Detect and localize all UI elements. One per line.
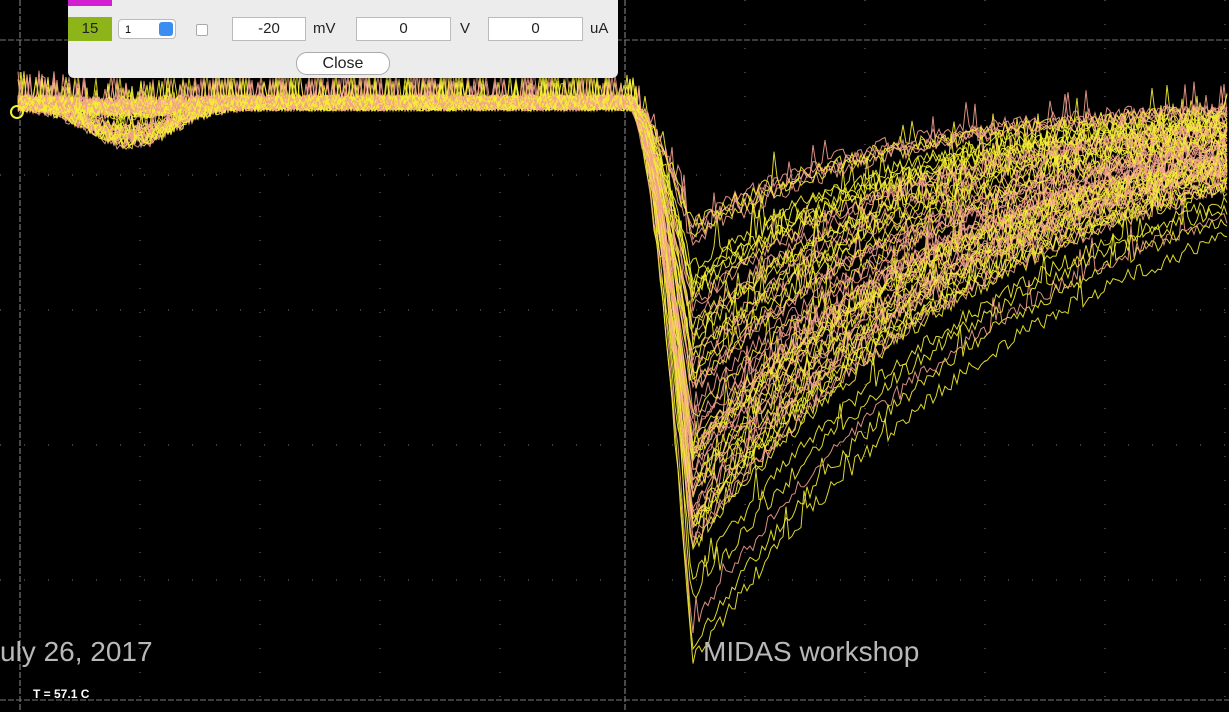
waveform-trace bbox=[18, 74, 1227, 599]
channel-number: 15 bbox=[68, 17, 112, 41]
waveform-trace bbox=[18, 76, 1227, 434]
temperature: T = 57.1 C bbox=[33, 687, 89, 701]
value-input[interactable]: 0 bbox=[488, 17, 583, 41]
unit-label: mV bbox=[313, 20, 336, 37]
waveform-trace bbox=[18, 71, 1227, 494]
footer-event: MIDAS workshop bbox=[703, 636, 919, 668]
footer-date: uly 26, 2017 bbox=[0, 636, 153, 668]
value-input[interactable]: 0 bbox=[356, 17, 451, 41]
unit-label: uA bbox=[590, 20, 608, 37]
page: 15 1 -20 mV 0 V 0 uA Close uly 26, 2017 … bbox=[0, 0, 1229, 712]
waveform-trace bbox=[18, 77, 1227, 453]
waveform-trace bbox=[18, 72, 1227, 481]
waveform-trace bbox=[18, 71, 1227, 451]
channel-color-cell bbox=[68, 0, 112, 6]
waveform-trace bbox=[18, 75, 1227, 436]
close-button[interactable]: Close bbox=[296, 52, 390, 75]
scope-display bbox=[0, 0, 1229, 712]
value-input[interactable]: -20 bbox=[232, 17, 306, 41]
waveform-trace bbox=[18, 71, 1227, 496]
unit-label: V bbox=[460, 20, 470, 37]
channel-select[interactable]: 1 bbox=[118, 19, 176, 39]
channel-dialog: 15 1 -20 mV 0 V 0 uA Close bbox=[68, 0, 618, 78]
waveform-trace bbox=[18, 95, 1227, 489]
channel-checkbox[interactable] bbox=[196, 24, 208, 36]
